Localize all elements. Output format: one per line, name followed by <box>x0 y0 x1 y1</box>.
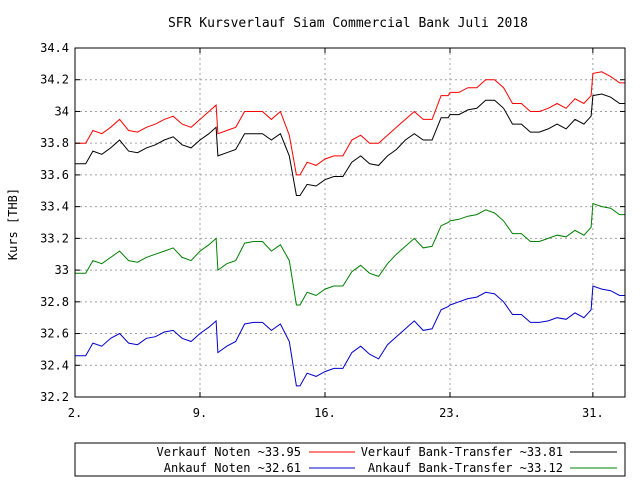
series-line-3 <box>75 285 625 387</box>
y-tick-label: 34 <box>55 104 69 118</box>
y-tick-label: 32.8 <box>40 295 69 309</box>
legend: Verkauf Noten ~33.95 Verkauf Bank-Transfe… <box>74 442 626 477</box>
y-tick-label: 33.6 <box>40 168 69 182</box>
y-tick-label: 33.2 <box>40 231 69 245</box>
series-lines <box>75 71 625 387</box>
chart-title: SFR Kursverlauf Siam Commercial Bank Jul… <box>168 16 528 31</box>
x-tick-label: 23. <box>439 406 461 420</box>
y-tick-label: 33.4 <box>40 200 69 214</box>
axis-ticks: 32.2 32.4 32.6 32.8 33 33.2 33.4 33.6 33.8 34 34.2… <box>40 41 625 420</box>
y-tick-label: 33.8 <box>40 136 69 150</box>
legend-label: Verkauf Noten ~33.95 <box>157 445 302 459</box>
x-tick-label: 2. <box>68 406 82 420</box>
series-line-2 <box>75 93 625 196</box>
series-line-4 <box>75 202 625 306</box>
y-tick-label: 32.4 <box>40 358 69 372</box>
plot-frame <box>74 47 626 398</box>
legend-label: Ankauf Noten ~32.61 <box>164 461 301 475</box>
legend-box <box>74 442 626 477</box>
y-tick-label: 33 <box>55 263 69 277</box>
grid-lines <box>74 47 625 398</box>
y-tick-label: 32.2 <box>40 390 69 404</box>
y-tick-label: 34.4 <box>40 41 69 55</box>
x-tick-label: 31. <box>582 406 604 420</box>
series-line-1 <box>75 71 625 176</box>
legend-label: Verkauf Bank-Transfer ~33.81 <box>361 445 563 459</box>
x-tick-label: 16. <box>314 406 336 420</box>
legend-label: Ankauf Bank-Transfer ~33.12 <box>368 461 563 475</box>
y-tick-label: 32.6 <box>40 327 69 341</box>
y-tick-label: 34.2 <box>40 73 69 87</box>
y-axis-label: Kurs [THB] <box>6 188 20 260</box>
x-tick-label: 9. <box>193 406 207 420</box>
